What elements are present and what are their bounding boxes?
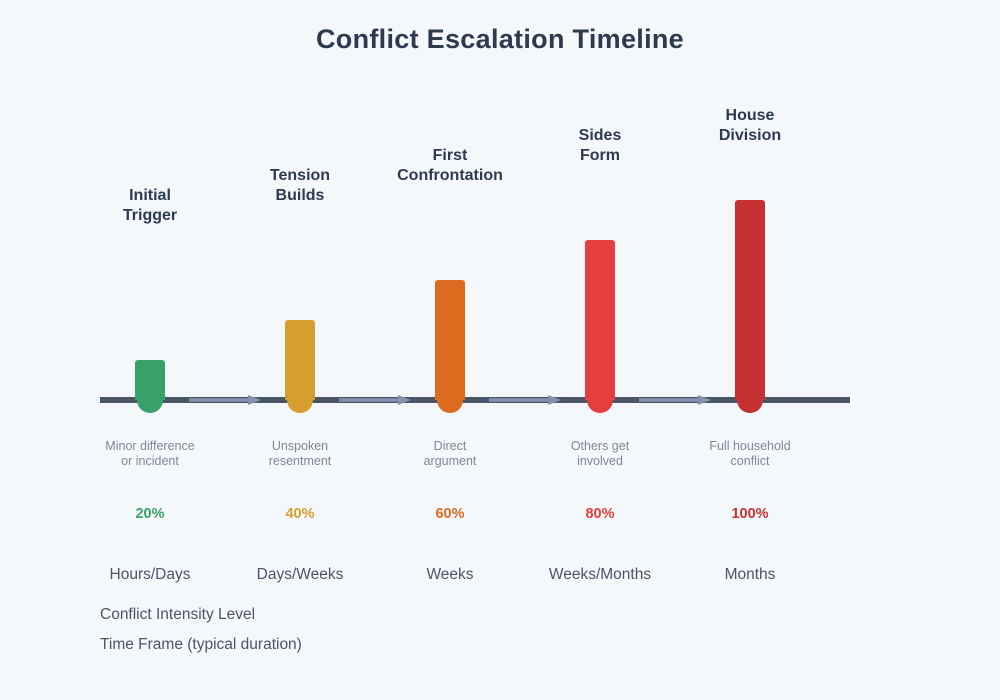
stage-timeframe: Weeks/Months [548,566,652,583]
intensity-bar [435,280,465,400]
stage-first-confrontation: First Confrontation Direct argument 60% … [375,0,525,700]
timeline-node-dot [137,387,163,413]
stage-timeframe: Weeks [426,566,474,583]
intensity-percentage: 60% [435,506,465,522]
stage-tension-builds: Tension Builds Unspoken resentment 40% D… [225,0,375,700]
stage-title: Tension Builds [269,167,331,204]
stage-title: First Confrontation [397,147,503,184]
arrow-right-icon [639,392,711,408]
stage-title: House Division [718,107,782,144]
stage-description: Direct argument [423,439,477,468]
stage-timeframe: Hours/Days [109,566,191,583]
arrow-right-icon [339,392,411,408]
intensity-percentage: 80% [585,506,615,522]
timeline-node-dot [287,387,313,413]
stage-title: Sides Form [578,127,622,164]
stage-sides-form: Sides Form Others get involved 80% Weeks… [525,0,675,700]
intensity-bar [585,240,615,400]
intensity-bar [285,320,315,400]
stage-title: Initial Trigger [122,187,178,224]
arrow-right-icon [189,392,261,408]
legend-intensity-label: Conflict Intensity Level [100,606,256,623]
stage-description: Full household conflict [709,439,791,468]
timeline-node-dot [587,387,613,413]
timeline-axis [100,397,850,403]
intensity-percentage: 40% [285,506,315,522]
stage-house-division: House Division Full household conflict 1… [675,0,825,700]
stage-description: Others get involved [570,439,630,468]
stage-timeframe: Days/Weeks [256,566,344,583]
stage-description: Unspoken resentment [268,439,332,468]
arrow-right-icon [489,392,561,408]
intensity-bar [735,200,765,400]
timeline-node-dot [737,387,763,413]
timeline-node-dot [437,387,463,413]
stage-initial-trigger: Initial Trigger Minor difference or inci… [75,0,225,700]
page-title: Conflict Escalation Timeline [316,24,684,54]
legend-timeframe-label: Time Frame (typical duration) [100,636,302,653]
intensity-percentage: 100% [731,506,769,522]
intensity-percentage: 20% [135,506,165,522]
stage-timeframe: Months [724,566,776,583]
stage-description: Minor difference or incident [105,439,195,468]
